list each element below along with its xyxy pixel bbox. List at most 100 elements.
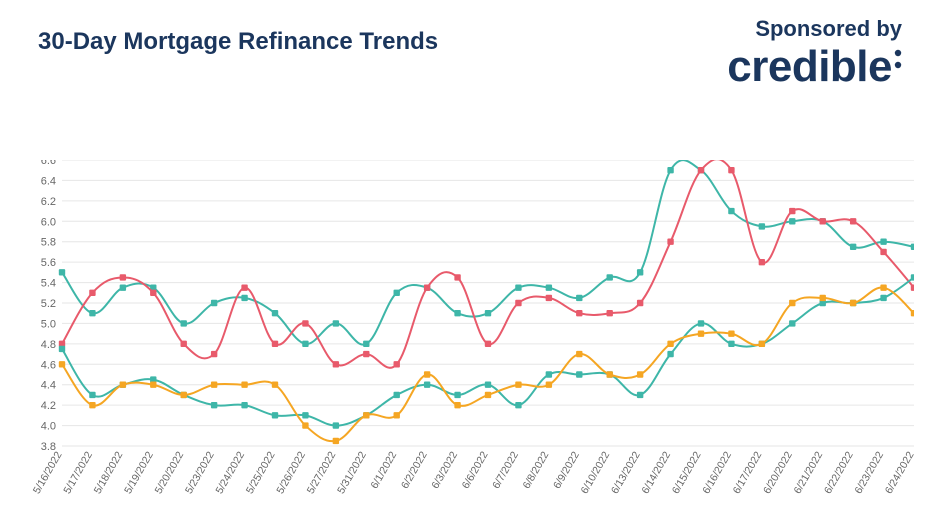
series-marker-series-a: [272, 310, 278, 316]
series-marker-series-b: [607, 310, 613, 316]
series-marker-series-b: [515, 300, 521, 306]
chart-area: 3.84.04.24.44.64.85.05.25.45.65.86.06.26…: [20, 160, 914, 506]
x-axis-label: 6/14/2022: [639, 449, 673, 496]
y-axis-label: 6.2: [41, 196, 56, 208]
series-marker-series-c: [485, 382, 491, 388]
series-marker-series-a: [211, 300, 217, 306]
series-marker-series-a: [485, 310, 491, 316]
series-marker-series-d: [546, 382, 552, 388]
series-marker-series-d: [150, 382, 156, 388]
series-marker-series-c: [880, 295, 886, 301]
x-axis-label: 6/6/2022: [460, 449, 491, 491]
series-marker-series-d: [698, 330, 704, 336]
series-marker-series-a: [728, 208, 734, 214]
series-marker-series-b: [698, 167, 704, 173]
series-marker-series-b: [241, 284, 247, 290]
series-marker-series-d: [789, 300, 795, 306]
x-axis-label: 5/27/2022: [305, 449, 339, 496]
series-marker-series-a: [607, 274, 613, 280]
sponsor-logo-text: credible: [727, 42, 892, 91]
series-marker-series-d: [637, 371, 643, 377]
series-marker-series-b: [424, 284, 430, 290]
series-marker-series-d: [728, 330, 734, 336]
series-marker-series-c: [515, 402, 521, 408]
series-marker-series-d: [59, 361, 65, 367]
series-marker-series-b: [485, 341, 491, 347]
series-marker-series-d: [759, 341, 765, 347]
series-marker-series-d: [880, 284, 886, 290]
series-marker-series-a: [576, 295, 582, 301]
series-marker-series-c: [637, 392, 643, 398]
series-marker-series-b: [150, 290, 156, 296]
series-marker-series-a: [880, 239, 886, 245]
series-marker-series-a: [454, 310, 460, 316]
x-axis-label: 5/25/2022: [244, 449, 278, 496]
series-marker-series-c: [698, 320, 704, 326]
series-marker-series-b: [363, 351, 369, 357]
series-marker-series-c: [89, 392, 95, 398]
sponsor-label: Sponsored by: [727, 16, 902, 42]
series-marker-series-d: [820, 295, 826, 301]
y-axis-label: 4.0: [41, 421, 56, 433]
sponsor-logo: credible: [727, 46, 902, 88]
y-axis-label: 4.4: [41, 380, 56, 392]
series-marker-series-b: [454, 274, 460, 280]
y-axis-label: 5.2: [41, 298, 56, 310]
chart-title: 30-Day Mortgage Refinance Trends: [38, 28, 438, 56]
series-marker-series-d: [181, 392, 187, 398]
x-axis-label: 6/1/2022: [368, 449, 399, 491]
series-marker-series-b: [120, 274, 126, 280]
logo-dot-bottom: [895, 62, 901, 68]
series-marker-series-a: [394, 290, 400, 296]
series-marker-series-d: [850, 300, 856, 306]
y-axis-label: 6.6: [41, 160, 56, 167]
series-marker-series-b: [546, 295, 552, 301]
series-marker-series-b: [637, 300, 643, 306]
x-axis-label: 5/19/2022: [122, 449, 156, 496]
series-marker-series-b: [394, 361, 400, 367]
line-chart: 3.84.04.24.44.64.85.05.25.45.65.86.06.26…: [20, 160, 914, 506]
series-marker-series-c: [728, 341, 734, 347]
x-axis-label: 5/20/2022: [153, 449, 187, 496]
series-marker-series-d: [272, 382, 278, 388]
logo-dot-top: [895, 50, 901, 56]
series-marker-series-b: [759, 259, 765, 265]
series-marker-series-d: [363, 412, 369, 418]
series-marker-series-c: [789, 320, 795, 326]
series-marker-series-a: [363, 341, 369, 347]
series-marker-series-b: [181, 341, 187, 347]
x-axis-label: 5/24/2022: [213, 449, 247, 496]
series-marker-series-d: [515, 382, 521, 388]
series-marker-series-b: [911, 284, 914, 290]
series-marker-series-a: [850, 244, 856, 250]
sponsor-block: Sponsored by credible: [727, 16, 902, 88]
series-marker-series-a: [333, 320, 339, 326]
series-marker-series-d: [911, 310, 914, 316]
series-marker-series-d: [394, 412, 400, 418]
x-axis-label: 5/26/2022: [274, 449, 308, 496]
x-axis-label: 6/7/2022: [490, 449, 521, 491]
series-marker-series-a: [637, 269, 643, 275]
series-marker-series-c: [272, 412, 278, 418]
series-marker-series-a: [181, 320, 187, 326]
x-axis-label: 6/2/2022: [399, 449, 430, 491]
series-marker-series-b: [728, 167, 734, 173]
x-axis-label: 5/16/2022: [31, 449, 65, 496]
series-marker-series-b: [89, 290, 95, 296]
series-marker-series-d: [211, 382, 217, 388]
x-axis-label: 5/17/2022: [61, 449, 95, 496]
y-axis-label: 5.8: [41, 237, 56, 249]
series-marker-series-d: [302, 422, 308, 428]
chart-container: 30-Day Mortgage Refinance Trends Sponsor…: [0, 0, 932, 524]
series-marker-series-c: [211, 402, 217, 408]
series-marker-series-d: [89, 402, 95, 408]
series-marker-series-c: [302, 412, 308, 418]
x-axis-label: 6/20/2022: [761, 449, 795, 496]
y-axis-label: 4.6: [41, 359, 56, 371]
series-marker-series-b: [880, 249, 886, 255]
series-marker-series-d: [485, 392, 491, 398]
series-marker-series-d: [454, 402, 460, 408]
x-axis-label: 5/18/2022: [92, 449, 126, 496]
series-marker-series-d: [333, 438, 339, 444]
series-marker-series-a: [789, 218, 795, 224]
